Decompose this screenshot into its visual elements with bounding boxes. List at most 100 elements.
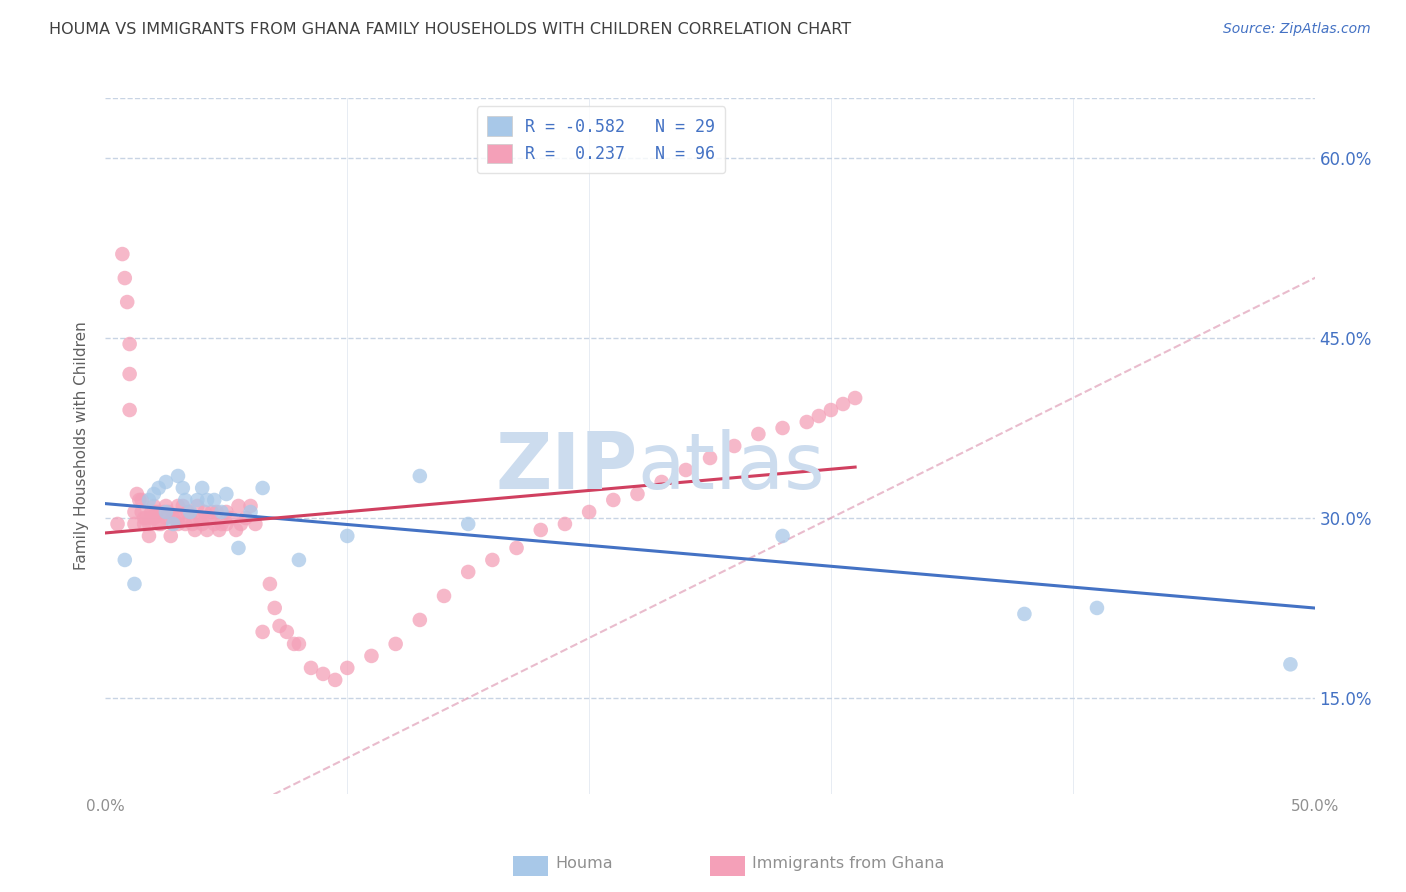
- Point: [651, 475, 673, 489]
- Point: [131, 505, 153, 519]
- Point: [228, 499, 250, 513]
- Point: [1085, 601, 1108, 615]
- Point: [211, 505, 233, 519]
- Point: [148, 481, 170, 495]
- Text: atlas: atlas: [637, 429, 825, 505]
- Point: [142, 499, 165, 513]
- Point: [172, 499, 194, 513]
- Point: [115, 295, 138, 310]
- Point: [312, 667, 335, 681]
- Text: Houma: Houma: [555, 856, 613, 871]
- Point: [186, 499, 208, 513]
- Point: [796, 415, 818, 429]
- Point: [288, 553, 311, 567]
- Point: [179, 511, 201, 525]
- Point: [409, 469, 432, 483]
- Point: [107, 516, 129, 531]
- Point: [602, 493, 624, 508]
- Point: [128, 493, 150, 508]
- Point: [152, 505, 174, 519]
- Point: [202, 493, 225, 508]
- Point: [433, 589, 456, 603]
- Point: [148, 516, 170, 531]
- Point: [167, 499, 190, 513]
- Point: [134, 516, 156, 531]
- Point: [219, 511, 242, 525]
- Point: [191, 511, 214, 525]
- Point: [142, 511, 165, 525]
- Point: [195, 493, 218, 508]
- Point: [299, 661, 322, 675]
- Point: [336, 529, 359, 543]
- Point: [269, 619, 291, 633]
- Point: [184, 523, 207, 537]
- Point: [157, 505, 180, 519]
- Point: [198, 511, 221, 525]
- Point: [201, 505, 224, 519]
- Point: [167, 511, 190, 525]
- Point: [276, 624, 298, 639]
- Point: [323, 673, 346, 687]
- Text: Source: ZipAtlas.com: Source: ZipAtlas.com: [1223, 22, 1371, 37]
- Point: [245, 516, 267, 531]
- Text: Immigrants from Ghana: Immigrants from Ghana: [752, 856, 945, 871]
- Point: [360, 648, 382, 663]
- Point: [235, 511, 257, 525]
- Point: [820, 403, 842, 417]
- Point: [174, 516, 197, 531]
- Point: [336, 661, 359, 675]
- Point: [179, 505, 201, 519]
- Point: [188, 511, 211, 525]
- Point: [111, 247, 134, 261]
- Point: [457, 565, 479, 579]
- Point: [186, 493, 208, 508]
- Point: [832, 397, 855, 411]
- Point: [118, 403, 141, 417]
- Point: [626, 487, 648, 501]
- Point: [155, 475, 177, 489]
- Point: [155, 499, 177, 513]
- Text: HOUMA VS IMMIGRANTS FROM GHANA FAMILY HOUSEHOLDS WITH CHILDREN CORRELATION CHART: HOUMA VS IMMIGRANTS FROM GHANA FAMILY HO…: [49, 22, 852, 37]
- Point: [675, 463, 697, 477]
- Point: [181, 516, 204, 531]
- Point: [124, 505, 146, 519]
- Point: [225, 523, 247, 537]
- Point: [176, 505, 198, 519]
- Point: [384, 637, 406, 651]
- Point: [699, 450, 721, 465]
- Point: [205, 505, 228, 519]
- Point: [457, 516, 479, 531]
- Point: [138, 529, 160, 543]
- Point: [124, 577, 146, 591]
- Point: [167, 516, 190, 531]
- Point: [162, 511, 184, 525]
- Point: [530, 523, 553, 537]
- Point: [747, 427, 769, 442]
- Point: [215, 516, 238, 531]
- Point: [191, 516, 214, 531]
- Point: [174, 493, 197, 508]
- Point: [191, 481, 214, 495]
- Point: [1014, 607, 1036, 621]
- Y-axis label: Family Households with Children: Family Households with Children: [75, 322, 90, 570]
- Point: [263, 601, 285, 615]
- Point: [283, 637, 305, 651]
- Point: [505, 541, 527, 555]
- Point: [195, 523, 218, 537]
- Point: [215, 505, 238, 519]
- Point: [141, 505, 163, 519]
- Point: [131, 493, 153, 508]
- Point: [118, 367, 141, 381]
- Point: [114, 271, 136, 285]
- Point: [194, 505, 217, 519]
- Point: [288, 637, 311, 651]
- Point: [135, 511, 157, 525]
- Point: [481, 553, 503, 567]
- Point: [252, 624, 274, 639]
- Point: [578, 505, 600, 519]
- Point: [1279, 657, 1302, 672]
- Point: [145, 505, 167, 519]
- Point: [554, 516, 576, 531]
- Point: [114, 553, 136, 567]
- Point: [155, 511, 177, 525]
